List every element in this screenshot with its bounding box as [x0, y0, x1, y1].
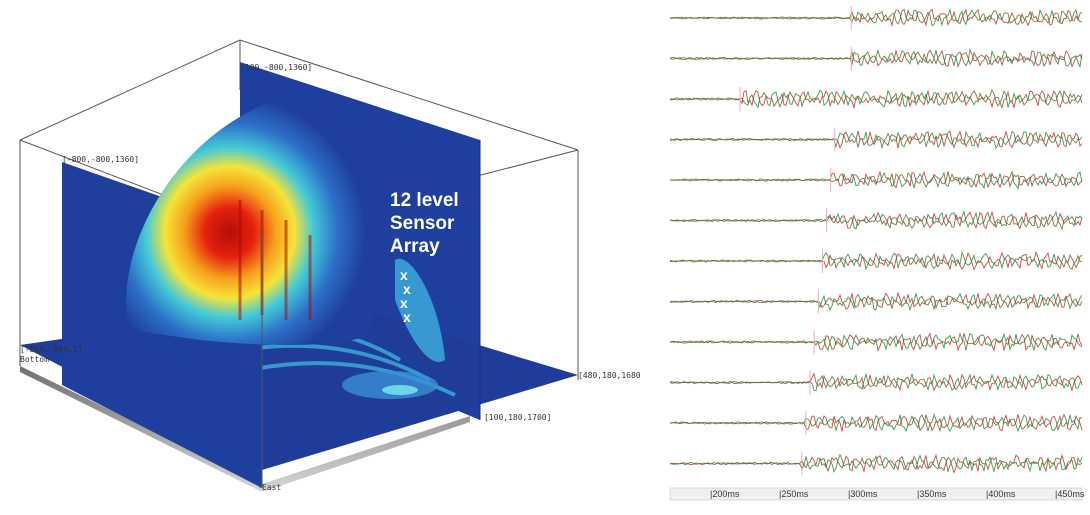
sensor-marker: x: [403, 281, 411, 297]
floor-hotspot: [342, 371, 438, 399]
seismic-trace: [669, 130, 1083, 150]
traces-svg: |200ms |250ms |300ms |350ms |400ms |450ms: [669, 6, 1085, 501]
seismic-trace: [669, 291, 1083, 311]
seismic-traces-figure: |200ms |250ms |300ms |350ms |400ms |450ms: [660, 0, 1090, 510]
label-right-mid: [480,180,1680]: [578, 371, 640, 380]
sensor-marker: x: [400, 267, 408, 283]
floor-hotspot-core: [382, 385, 418, 395]
seismic-trace: [669, 89, 1083, 110]
seismic-trace: [669, 332, 1083, 352]
seismic-trace: [669, 170, 1083, 190]
label-front-right: [100,180,1700]: [484, 413, 551, 422]
annotation-line-3: Array: [390, 236, 440, 257]
time-tick-label: |400ms: [986, 489, 1016, 499]
time-tick-label: |300ms: [848, 489, 878, 499]
seismic-trace: [669, 453, 1083, 473]
heat-plume: [126, 95, 373, 345]
volume-3d-svg: [100,-800,1360] [-800,-800,1360] [-800,-…: [19, 39, 645, 492]
seismic-trace: [669, 250, 1083, 271]
seismic-trace: [669, 130, 1083, 150]
seismic-trace: [669, 8, 1083, 27]
seismic-trace: [669, 372, 1083, 392]
time-tick-label: |250ms: [779, 489, 809, 499]
time-axis-bar: [669, 487, 1083, 501]
sensor-marker: x: [400, 295, 408, 311]
time-tick-label: |450ms: [1055, 489, 1085, 499]
trace-group: [669, 6, 1083, 476]
sensor-marker: x: [403, 309, 411, 325]
seismic-trace: [669, 8, 1083, 27]
time-tick-label: |200ms: [710, 489, 740, 499]
seismic-trace: [670, 89, 1083, 109]
annotation-line-1: 12 level: [390, 190, 459, 211]
time-tick-label: |350ms: [917, 489, 947, 499]
seismic-trace: [669, 453, 1083, 474]
seismic-trace: [669, 413, 1083, 432]
label-mid-left: [-800,-800,1]: [20, 345, 83, 354]
front-box-edges: [261, 150, 579, 488]
time-axis-ticks: |200ms |250ms |300ms |350ms |400ms |450ms: [710, 489, 1085, 499]
seismic-trace: [669, 48, 1083, 69]
label-mid-left-sub: Bottom: [20, 355, 49, 364]
label-top-back: [100,-800,1360]: [240, 63, 312, 72]
label-front-bottom: East: [262, 483, 281, 492]
seismic-trace: [669, 250, 1083, 271]
seismic-trace: [669, 210, 1083, 231]
seismic-trace: [669, 413, 1083, 433]
label-top-left: [-800,-800,1360]: [62, 155, 139, 164]
volume-3d-figure: [100,-800,1360] [-800,-800,1360] [-800,-…: [19, 39, 645, 492]
seismic-trace: [669, 332, 1083, 352]
seismic-trace: [669, 292, 1083, 312]
seismic-trace: [669, 170, 1083, 189]
sensor-plume: [395, 258, 445, 362]
annotation-line-2: Sensor: [390, 213, 455, 234]
